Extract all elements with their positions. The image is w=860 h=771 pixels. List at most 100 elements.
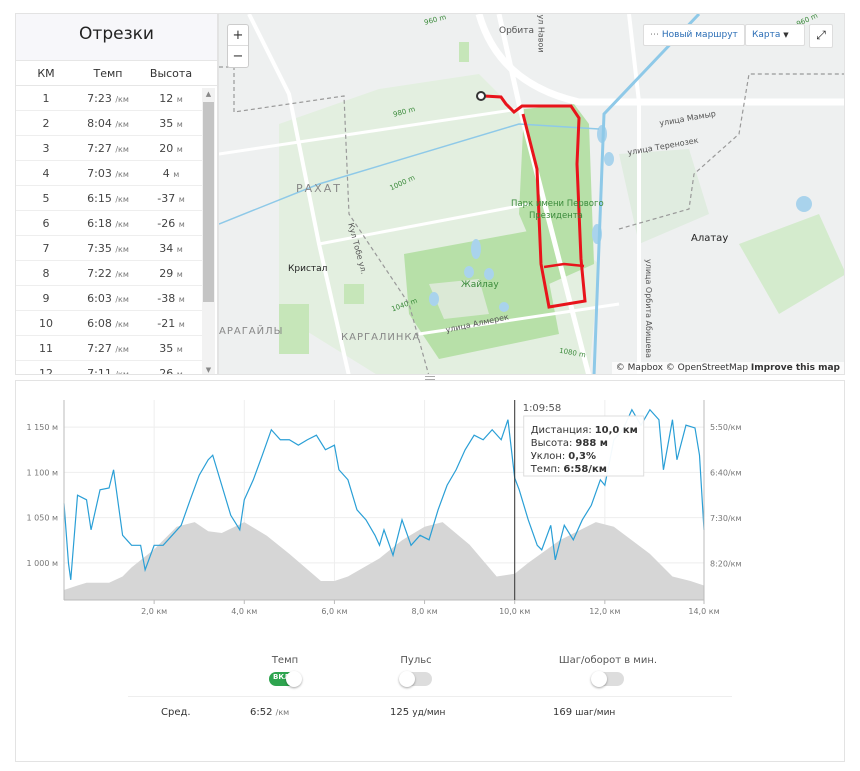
zoom-in-button[interactable]: +: [228, 25, 248, 46]
scroll-up-icon[interactable]: ▲: [205, 90, 212, 98]
scroll-thumb[interactable]: [203, 102, 214, 302]
avg-pace: 6:52 /км: [250, 707, 290, 718]
split-elev: -38 м: [157, 292, 185, 305]
elevation-area: [64, 522, 704, 600]
improve-map-link[interactable]: Improve this map: [750, 363, 840, 373]
mapbox-link[interactable]: © Mapbox: [615, 363, 663, 373]
map-canvas: [219, 14, 844, 374]
split-row[interactable]: 9 6:03 /км -38 м: [16, 286, 202, 311]
split-km: 8: [42, 267, 50, 280]
split-row[interactable]: 2 8:04 /км 35 м: [16, 111, 202, 136]
switch-knob: [286, 671, 302, 687]
split-elev: 35 м: [159, 117, 183, 130]
map-label: КАРГАЛИНКА: [341, 332, 421, 343]
split-pace: 6:18 /км: [87, 217, 129, 230]
y-tick-label: 1 050 м: [27, 514, 58, 523]
pace-switch[interactable]: ВКЛ.: [269, 671, 302, 687]
split-row[interactable]: 12 7:11 /км 26 м: [16, 361, 202, 375]
tooltip-line: Высота: 988 м: [531, 438, 608, 449]
tooltip-box: [523, 415, 645, 477]
elevation-pace-chart[interactable]: 1 000 м 1 050 м 1 100 м 1 150 м 2,0 км 4,0 км…: [0, 0, 860, 640]
split-pace: 8:04 /км: [87, 117, 129, 130]
y-tick-label: 1 100 м: [27, 468, 58, 477]
switch-knob: [591, 671, 607, 687]
split-pace: 7:27 /км: [87, 142, 129, 155]
chart-card: [15, 380, 845, 762]
split-km: 2: [42, 117, 50, 130]
map-label: АРАГАЙЛЫ: [219, 326, 284, 337]
split-pace: 6:15 /км: [87, 192, 129, 205]
split-row[interactable]: 4 7:03 /км 4 м: [16, 161, 202, 186]
split-row[interactable]: 10 6:08 /км -21 м: [16, 311, 202, 336]
split-elev: 35 м: [159, 342, 183, 355]
split-pace: 7:23 /км: [87, 92, 129, 105]
x-tick-label: 4,0 км: [231, 607, 257, 616]
split-elev: 12 м: [159, 92, 183, 105]
split-pace: 7:11 /км: [87, 367, 129, 375]
route-map[interactable]: Орбита ул Навои РАХАТ Кристал Кул Тобе у…: [218, 13, 845, 375]
pace-line: [63, 408, 705, 580]
map-attribution: © Mapbox © OpenStreetMap Improve this ma…: [611, 362, 844, 374]
tooltip-line: Уклон: 0,3%: [531, 451, 596, 462]
tooltip-line: Дистанция: 10,0 км: [531, 425, 638, 436]
split-row[interactable]: 1 7:23 /км 12 м: [16, 86, 202, 111]
split-row[interactable]: 5 6:15 /км -37 м: [16, 186, 202, 211]
split-elev: 4 м: [162, 167, 180, 180]
avg-hr: 125 уд/мин: [390, 707, 446, 718]
split-pace: 6:03 /км: [87, 292, 129, 305]
col-km: КМ: [37, 67, 55, 80]
y-tick-label: 1 000 м: [27, 559, 58, 568]
map-label: РАХАТ: [296, 182, 342, 195]
new-route-button[interactable]: ⋯ Новый маршрут: [643, 24, 745, 46]
split-km: 12: [39, 367, 53, 375]
split-row[interactable]: 7 7:35 /км 34 м: [16, 236, 202, 261]
cursor-time: 1:09:58: [523, 403, 562, 414]
y2-tick-label: 8:20/км: [710, 560, 742, 569]
osm-link[interactable]: © OpenStreetMap: [665, 363, 749, 373]
resize-handle[interactable]: [425, 376, 435, 380]
split-elev: 26 м: [159, 367, 183, 375]
split-km: 4: [42, 167, 50, 180]
caret-down-icon: ▼: [783, 31, 789, 39]
zoom-out-button[interactable]: −: [232, 49, 244, 64]
split-pace: 7:27 /км: [87, 342, 129, 355]
split-row[interactable]: 11 7:27 /км 35 м: [16, 336, 202, 361]
toggle-hr[interactable]: Пульс: [386, 655, 446, 687]
cadence-switch[interactable]: [591, 671, 624, 687]
splits-scrollbar[interactable]: ▲ ▼: [202, 88, 215, 374]
x-tick-label: 2,0 км: [141, 607, 167, 616]
split-km: 10: [39, 317, 53, 330]
split-elev: -26 м: [157, 217, 185, 230]
split-pace: 6:08 /км: [87, 317, 129, 330]
zoom-control: + −: [227, 24, 249, 68]
x-tick-label: 10,0 км: [499, 607, 530, 616]
split-km: 3: [42, 142, 50, 155]
fullscreen-button[interactable]: ⤢: [809, 24, 833, 48]
split-pace: 7:03 /км: [87, 167, 129, 180]
split-km: 5: [42, 192, 50, 205]
split-elev: 34 м: [159, 242, 183, 255]
split-km: 9: [42, 292, 50, 305]
split-row[interactable]: 8 7:22 /км 29 м: [16, 261, 202, 286]
split-km: 1: [42, 92, 50, 105]
split-row[interactable]: 6 6:18 /км -26 м: [16, 211, 202, 236]
expand-icon: ⤢: [816, 28, 826, 42]
map-type-select[interactable]: Карта ▼: [745, 24, 805, 46]
y2-tick-label: 5:50/км: [710, 423, 742, 432]
map-label: Кристал: [288, 264, 328, 274]
x-tick-label: 6,0 км: [321, 607, 347, 616]
splits-header: КМ Темп Высота: [16, 61, 217, 86]
scroll-down-icon[interactable]: ▼: [205, 366, 212, 374]
divider: [128, 696, 732, 697]
y-tick-label: 1 150 м: [27, 423, 58, 432]
split-pace: 7:35 /км: [87, 242, 129, 255]
toggle-cadence[interactable]: Шаг/оборот в мин.: [548, 655, 668, 687]
split-elev: -21 м: [157, 317, 185, 330]
split-row[interactable]: 3 7:27 /км 20 м: [16, 136, 202, 161]
toggle-pace[interactable]: Темп ВКЛ.: [255, 655, 315, 687]
hr-switch[interactable]: [399, 671, 432, 687]
split-pace: 7:22 /км: [87, 267, 129, 280]
map-label: Алатау: [691, 233, 729, 244]
